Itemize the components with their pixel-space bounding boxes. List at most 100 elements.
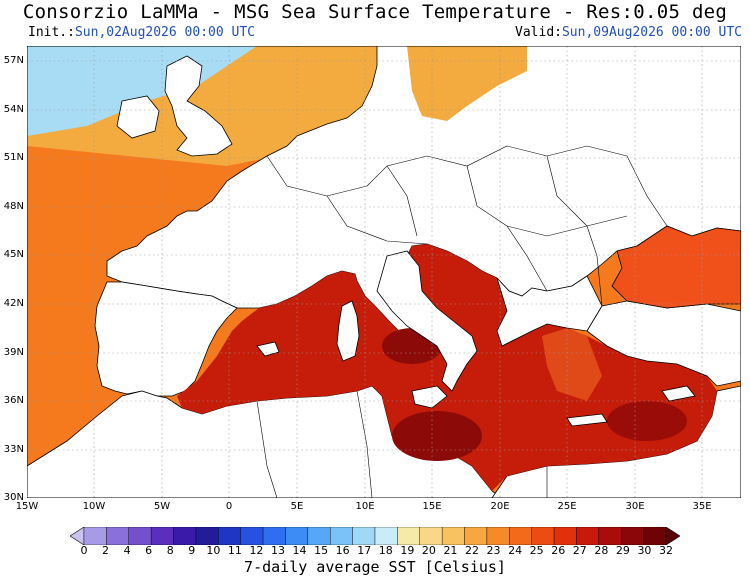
colorbar-tick-label: 19 bbox=[400, 544, 415, 557]
colorbar-tick-label: 9 bbox=[188, 544, 196, 557]
colorbar-tick-label: 25 bbox=[529, 544, 544, 557]
colorbar-segment bbox=[441, 527, 465, 545]
aegean-sea bbox=[542, 328, 602, 401]
colorbar bbox=[70, 527, 680, 545]
colorbar-segment bbox=[374, 527, 398, 545]
land-cyprus bbox=[661, 385, 696, 402]
colorbar-segment bbox=[218, 527, 241, 545]
land-sicily bbox=[411, 385, 448, 409]
colorbar-ticks: 0 2 4 6 8 9 10 11 12 13 14 15 16 17 18 19 20 21 22 23 24 25 26… bbox=[0, 544, 750, 558]
colorbar-tick-label: 0 bbox=[80, 544, 88, 557]
land-balearics bbox=[256, 341, 280, 357]
colorbar-tick-label: 30 bbox=[637, 544, 652, 557]
valid-label: Valid: bbox=[515, 25, 562, 40]
colorbar-tick-label: 21 bbox=[443, 544, 458, 557]
colorbar-segment bbox=[486, 527, 510, 545]
lon-label: 15W bbox=[15, 501, 39, 512]
colorbar-tick-label: 32 bbox=[659, 544, 673, 557]
colorbar-segment bbox=[307, 527, 331, 545]
lat-label: 39N bbox=[3, 347, 24, 358]
lon-label: 15E bbox=[422, 501, 442, 512]
colorbar-segment bbox=[576, 527, 600, 545]
colorbar-tick-label: 17 bbox=[357, 544, 372, 557]
colorbar-tick-label: 28 bbox=[594, 544, 609, 557]
colorbar-segment bbox=[106, 527, 129, 545]
lat-label: 42N bbox=[3, 298, 24, 309]
sst-map bbox=[27, 46, 741, 498]
colorbar-tick-label: 2 bbox=[102, 544, 110, 557]
lat-label: 51N bbox=[3, 152, 24, 163]
land-britain bbox=[164, 55, 233, 157]
lat-label: 45N bbox=[3, 249, 24, 260]
colorbar-tick-label: 4 bbox=[123, 544, 131, 557]
colorbar-segment bbox=[330, 527, 353, 545]
baltic-sea bbox=[407, 46, 527, 121]
colorbar-tick-label: 22 bbox=[465, 544, 479, 557]
lon-label: 5W bbox=[153, 501, 171, 512]
valid-time: Valid:Sun,09Aug2026 00:00 UTC bbox=[515, 24, 742, 42]
init-label: Init.: bbox=[28, 25, 75, 40]
colorbar-segment bbox=[83, 527, 107, 545]
lat-label: 33N bbox=[3, 444, 24, 455]
lon-label: 20E bbox=[490, 501, 510, 512]
colorbar-tick-label: 16 bbox=[335, 544, 350, 557]
colorbar-tick-label: 20 bbox=[421, 544, 436, 557]
colorbar-tick-label: 11 bbox=[227, 544, 242, 557]
colorbar-segment bbox=[531, 527, 555, 545]
colorbar-segment bbox=[240, 527, 264, 545]
lon-label: 35E bbox=[692, 501, 712, 512]
colorbar-segment bbox=[285, 527, 309, 545]
lat-label: 57N bbox=[3, 55, 24, 66]
valid-value: Sun,09Aug2026 00:00 UTC bbox=[561, 25, 742, 40]
colorbar-tick-label: 10 bbox=[206, 544, 221, 557]
land-ireland bbox=[116, 95, 160, 139]
colorbar-segment bbox=[195, 527, 219, 545]
lat-label: 54N bbox=[3, 104, 24, 115]
colorbar-segment bbox=[643, 527, 667, 545]
colorbar-tick-label: 27 bbox=[572, 544, 587, 557]
lat-label: 48N bbox=[3, 201, 24, 212]
lon-label: 10W bbox=[82, 501, 106, 512]
ionian-hotspot bbox=[392, 411, 482, 461]
lon-label: 5E bbox=[290, 501, 304, 512]
colorbar-left-arrow bbox=[70, 527, 85, 545]
init-value: Sun,02Aug2026 00:00 UTC bbox=[74, 25, 255, 40]
lat-lon-grid bbox=[27, 46, 741, 498]
lon-label: 10E bbox=[355, 501, 375, 512]
colorbar-segment bbox=[464, 527, 488, 545]
colorbar-label: 7-daily average SST [Celsius] bbox=[244, 558, 506, 576]
init-time: Init.:Sun,02Aug2026 00:00 UTC bbox=[28, 24, 255, 42]
colorbar-segment bbox=[128, 527, 152, 545]
lon-label: 0 bbox=[225, 501, 233, 512]
colorbar-tick-label: 23 bbox=[486, 544, 501, 557]
colorbar-segment bbox=[598, 527, 622, 545]
colorbar-tick-label: 13 bbox=[271, 544, 285, 557]
colorbar-right-arrow bbox=[665, 527, 680, 545]
lon-label: 30E bbox=[625, 501, 645, 512]
colorbar-segment bbox=[150, 527, 174, 545]
colorbar-segment bbox=[397, 527, 420, 545]
colorbar-segment bbox=[262, 527, 286, 545]
colorbar-segment bbox=[553, 527, 577, 545]
colorbar-tick-label: 14 bbox=[292, 544, 307, 557]
lon-label: 25E bbox=[557, 501, 577, 512]
colorbar-tick-label: 29 bbox=[615, 544, 630, 557]
colorbar-tick-label: 24 bbox=[508, 544, 523, 557]
colorbar-tick-label: 26 bbox=[551, 544, 566, 557]
colorbar-segment bbox=[419, 527, 443, 545]
country-borders bbox=[146, 145, 668, 498]
colorbar-tick-label: 8 bbox=[166, 544, 174, 557]
land-crete bbox=[566, 413, 608, 427]
colorbar-segment bbox=[352, 527, 376, 545]
colorbar-segment bbox=[621, 527, 644, 545]
levant-hotspot bbox=[607, 401, 687, 441]
colorbar-tick-label: 18 bbox=[378, 544, 393, 557]
lat-label: 30N bbox=[3, 492, 24, 503]
colorbar-tick-label: 12 bbox=[249, 544, 264, 557]
colorbar-tick-label: 6 bbox=[145, 544, 153, 557]
colorbar-segment bbox=[173, 527, 197, 545]
colorbar-tick-label: 15 bbox=[314, 544, 329, 557]
colorbar-segment bbox=[509, 527, 532, 545]
land-corsica-sardinia bbox=[336, 300, 360, 362]
map-title: Consorzio LaMMa - MSG Sea Surface Temper… bbox=[22, 1, 728, 23]
